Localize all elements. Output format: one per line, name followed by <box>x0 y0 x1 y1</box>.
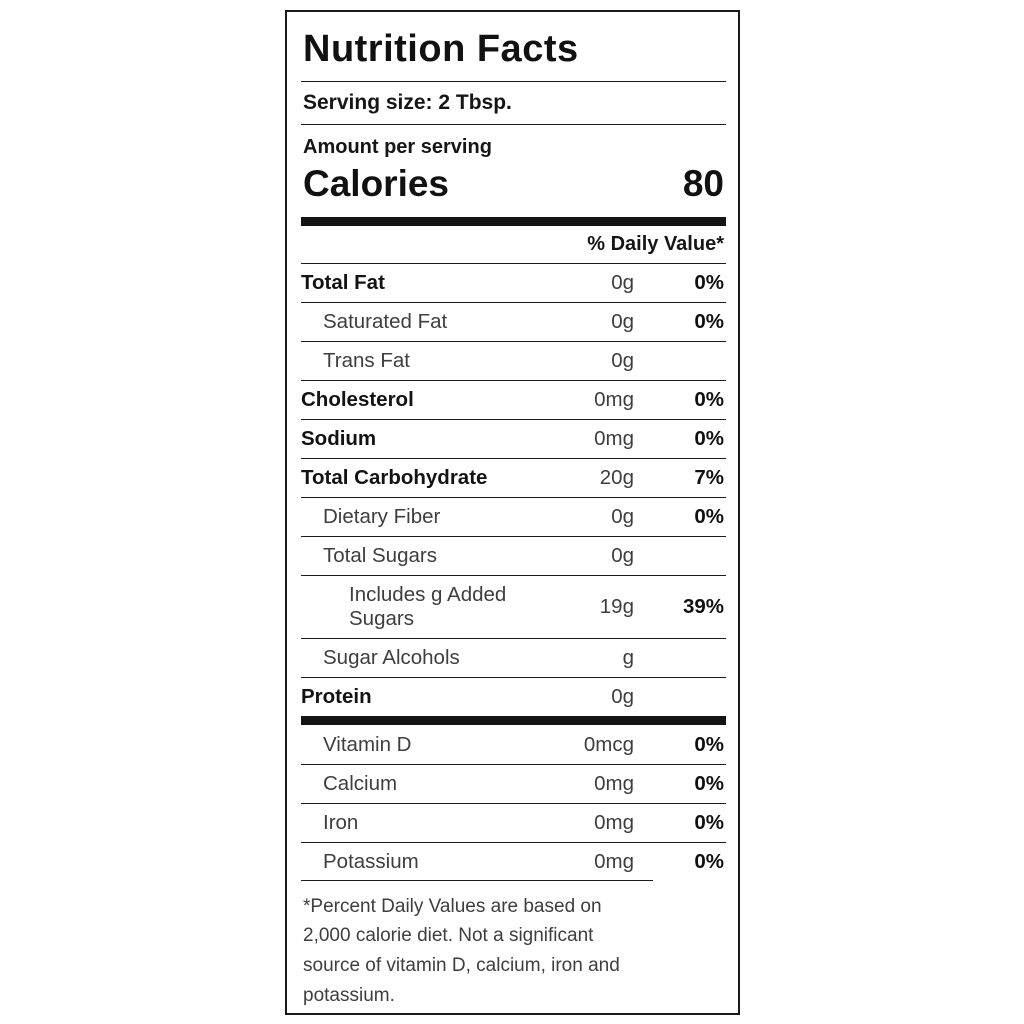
nutrient-name: Includes g Added Sugars <box>349 583 507 630</box>
calories-value: 80 <box>682 163 724 204</box>
nutrient-amount: 0g <box>611 349 634 372</box>
calories-row: Calories 80 <box>301 159 726 217</box>
vitamin-amount: 0mg <box>594 850 634 873</box>
vitamin-row-potassium: Potassium 0mg 0% <box>301 842 726 881</box>
vitamin-row-iron: Iron 0mg 0% <box>301 803 726 842</box>
amount-per-serving-label: Amount per serving <box>303 136 492 158</box>
serving-size: Serving size: 2 Tbsp. <box>303 91 512 114</box>
nutrient-daily-value: 0% <box>694 271 724 294</box>
vitamin-amount: 0mg <box>594 811 634 834</box>
nutrient-amount: 20g <box>599 466 634 489</box>
divider <box>301 81 726 82</box>
nutrient-daily-value: 39% <box>682 595 724 618</box>
nutrient-row-added-sugars: Includes g Added Sugars 19g 39% <box>301 575 726 638</box>
nutrient-name: Protein <box>301 685 372 708</box>
thick-separator-bar <box>301 217 726 226</box>
divider <box>301 124 726 125</box>
nutrient-row-total-fat: Total Fat 0g 0% <box>301 263 726 302</box>
daily-value-header: % Daily Value* <box>587 233 724 255</box>
vitamin-name: Calcium <box>323 772 398 795</box>
nutrient-amount: 19g <box>599 595 634 618</box>
nutrient-amount: 0g <box>611 271 634 294</box>
vitamin-amount: 0mg <box>594 772 634 795</box>
nutrient-name: Total Sugars <box>323 544 437 567</box>
vitamin-daily-value: 0% <box>694 772 724 795</box>
label-title: Nutrition Facts <box>303 28 579 70</box>
nutrient-name: Dietary Fiber <box>323 505 441 528</box>
nutrient-name: Cholesterol <box>301 388 414 411</box>
vitamin-row-calcium: Calcium 0mg 0% <box>301 764 726 803</box>
nutrient-amount: 0g <box>611 544 634 567</box>
vitamin-name: Vitamin D <box>323 732 412 756</box>
nutrient-row-sugar-alcohols: Sugar Alcohols g <box>301 638 726 677</box>
nutrient-name: Total Fat <box>301 271 385 294</box>
nutrient-amount: 0mg <box>594 388 634 411</box>
vitamin-amount: 0mcg <box>583 732 634 756</box>
vitamin-name: Iron <box>323 811 359 834</box>
nutrient-amount: g <box>622 646 634 669</box>
nutrient-name: Total Carbohydrate <box>301 466 488 489</box>
nutrient-row-sodium: Sodium 0mg 0% <box>301 419 726 458</box>
nutrient-daily-value: 0% <box>694 310 724 333</box>
nutrition-facts-label: Nutrition Facts Serving size: 2 Tbsp. Am… <box>285 10 740 1015</box>
nutrient-amount: 0mg <box>594 427 634 450</box>
footnote: *Percent Daily Values are based on 2,000… <box>301 879 653 1011</box>
nutrient-daily-value: 0% <box>694 505 724 528</box>
nutrient-daily-value: 0% <box>694 388 724 411</box>
nutrient-amount: 0g <box>611 685 634 708</box>
nutrient-name: Sugar Alcohols <box>323 646 460 669</box>
nutrient-amount: 0g <box>611 310 634 333</box>
nutrient-name: Trans Fat <box>323 349 410 372</box>
vitamin-name: Potassium <box>323 850 419 873</box>
vitamin-daily-value: 0% <box>694 811 724 834</box>
calories-label: Calories <box>303 163 450 204</box>
vitamin-row-vitamin-d: Vitamin D 0mcg 0% <box>301 725 726 764</box>
nutrient-name: Sodium <box>301 427 377 450</box>
nutrient-row-total-sugars: Total Sugars 0g <box>301 536 726 575</box>
nutrient-row-cholesterol: Cholesterol 0mg 0% <box>301 380 726 419</box>
nutrient-row-trans-fat: Trans Fat 0g <box>301 341 726 380</box>
nutrient-row-saturated-fat: Saturated Fat 0g 0% <box>301 302 726 341</box>
vitamin-daily-value: 0% <box>694 850 724 873</box>
thick-separator-bar <box>301 716 726 725</box>
nutrient-row-protein: Protein 0g <box>301 677 726 716</box>
nutrient-name: Saturated Fat <box>323 310 448 333</box>
nutrient-amount: 0g <box>611 505 634 528</box>
nutrient-row-dietary-fiber: Dietary Fiber 0g 0% <box>301 497 726 536</box>
vitamin-daily-value: 0% <box>694 732 724 756</box>
nutrient-daily-value: 7% <box>694 466 724 489</box>
nutrient-daily-value: 0% <box>694 427 724 450</box>
nutrient-row-total-carbohydrate: Total Carbohydrate 20g 7% <box>301 458 726 497</box>
